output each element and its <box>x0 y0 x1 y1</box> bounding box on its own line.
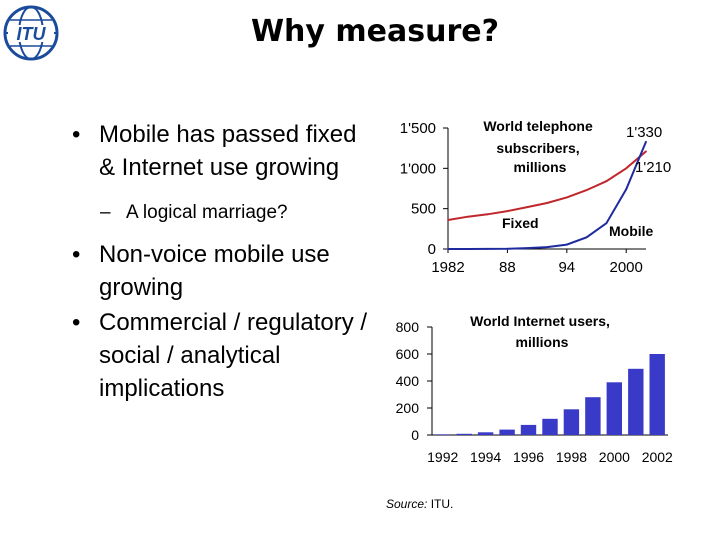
data-point-mobile <box>546 246 548 249</box>
itu-logo: ITU <box>3 5 59 61</box>
bar-1996 <box>520 424 537 435</box>
chart-title-line: subscribers, <box>496 140 579 156</box>
data-point-mobile <box>585 236 588 239</box>
x-tick-label: 1994 <box>470 449 501 465</box>
y-tick-label: 0 <box>411 427 419 443</box>
bullet-item: • Mobile has passed fixed & Internet use… <box>72 118 372 184</box>
data-point-mobile <box>605 222 608 225</box>
y-tick-label: 200 <box>396 400 420 416</box>
x-tick-label: 2002 <box>642 449 673 465</box>
data-point-fixed <box>526 206 529 208</box>
bullet-text: Commercial / regulatory / social / analy… <box>99 309 368 402</box>
internet-users-chart: 0 200 400 600 800 1992 1994 1996 1998 2000 2002 Wo… <box>396 313 673 465</box>
page-title: Why measure? <box>250 14 500 49</box>
data-point-mobile <box>506 247 509 250</box>
bar-1995 <box>499 429 515 435</box>
chart-title-line: millions <box>516 334 569 350</box>
bar-1993 <box>456 433 472 435</box>
source-note: Source: ITU. <box>386 497 453 511</box>
data-point-fixed <box>625 167 628 170</box>
data-point-fixed <box>605 180 608 183</box>
chart-title-line: World telephone <box>483 118 593 134</box>
source-value: ITU. <box>427 497 454 511</box>
bullet-list: • Mobile has passed fixed & Internet use… <box>72 118 372 407</box>
bullet-marker: • <box>72 121 81 148</box>
data-point-fixed <box>645 150 647 153</box>
bar-1998 <box>563 409 580 435</box>
bullet-text: Mobile has passed fixed & Internet use g… <box>99 121 357 181</box>
x-tick-label: 1996 <box>513 449 544 465</box>
x-tick-label: 1992 <box>427 449 458 465</box>
data-point-fixed <box>506 210 509 212</box>
data-point-fixed <box>447 219 449 221</box>
y-tick-label: 1'500 <box>400 120 436 137</box>
x-tick-label: 2000 <box>610 259 643 276</box>
annotation-mobile-value: 1'330 <box>626 124 662 141</box>
bullet-marker: • <box>72 309 81 336</box>
bullet-item: • Non-voice mobile use growing <box>72 238 372 304</box>
data-point-mobile <box>486 248 489 250</box>
data-point-fixed <box>466 215 469 218</box>
bullet-text: Non-voice mobile use growing <box>99 241 330 301</box>
bar-2002 <box>649 354 665 435</box>
bullet-marker: • <box>72 241 81 268</box>
x-tick-label: 2000 <box>599 449 630 465</box>
y-tick-label: 500 <box>411 201 436 218</box>
data-point-fixed <box>546 202 548 204</box>
bullet-item: • Commercial / regulatory / social / ana… <box>72 306 372 405</box>
y-tick-label: 400 <box>396 373 420 389</box>
x-tick-label: 1982 <box>431 259 464 276</box>
data-point-mobile <box>526 247 529 250</box>
bar-2000 <box>606 382 622 435</box>
svg-text:ITU: ITU <box>17 24 47 44</box>
data-point-fixed <box>486 213 489 216</box>
data-point-mobile <box>466 248 469 250</box>
annotation-fixed-value: 1'210 <box>635 159 671 176</box>
y-tick-label: 0 <box>428 241 436 258</box>
sub-bullet-marker: – <box>100 202 111 223</box>
y-tick-label: 600 <box>396 346 420 362</box>
source-label: Source: <box>386 497 428 511</box>
telephone-subscribers-chart: 0 500 1'000 1'500 1982 88 94 2000 World telepho… <box>400 118 671 276</box>
chart-title: World telephone subscribers, millions <box>483 118 596 175</box>
bar-1999 <box>585 397 601 435</box>
bar-1992 <box>435 434 451 435</box>
data-point-mobile <box>625 188 628 191</box>
data-point-fixed <box>585 189 588 192</box>
series-label-fixed: Fixed <box>502 215 539 231</box>
chart-title-line: World Internet users, <box>470 313 610 329</box>
bar-1997 <box>542 418 558 435</box>
chart-title: World Internet users, millions <box>470 313 614 350</box>
bar-2001 <box>628 368 644 435</box>
y-tick-label: 800 <box>396 319 420 335</box>
x-tick-label: 88 <box>499 259 516 276</box>
x-tick-label: 94 <box>558 259 575 276</box>
y-tick-label: 1'000 <box>400 160 436 177</box>
chart-title-line: millions <box>514 159 567 175</box>
bar-1994 <box>477 432 494 435</box>
data-point-mobile <box>565 243 568 246</box>
data-point-fixed <box>565 196 568 199</box>
sub-bullet-text: A logical marriage? <box>126 202 288 223</box>
data-point-mobile <box>645 140 647 143</box>
x-tick-label: 1998 <box>556 449 587 465</box>
data-point-mobile <box>447 248 449 250</box>
series-label-mobile: Mobile <box>609 223 654 239</box>
sub-bullet-item: – A logical marriage? <box>100 200 372 226</box>
